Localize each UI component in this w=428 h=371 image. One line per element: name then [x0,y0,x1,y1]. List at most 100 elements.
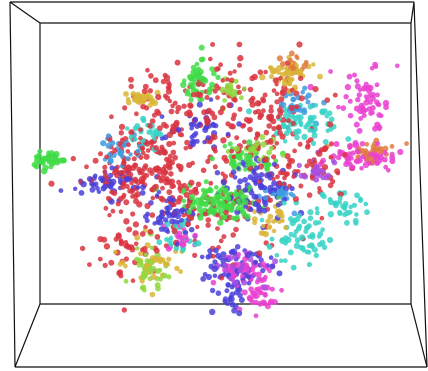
data-point-series-4 [313,103,319,108]
data-point-series-0 [145,67,150,73]
data-point-series-0 [200,167,207,174]
data-point-series-3 [346,73,353,80]
data-point-series-0 [272,77,279,84]
data-point-series-6 [149,245,155,250]
data-point-series-0 [263,129,270,136]
data-point-series-4 [306,261,312,268]
data-point-series-2 [266,161,272,168]
data-point-series-0 [268,114,274,120]
data-point-series-3 [347,143,354,149]
data-point-series-3 [353,159,359,164]
data-point-series-0 [129,180,134,186]
data-point-series-0 [124,184,130,189]
data-point-series-1 [139,190,146,196]
data-point-series-0 [276,180,283,186]
data-point-series-0 [201,109,208,116]
data-point-series-3 [346,151,353,157]
data-point-series-4 [281,200,287,206]
data-point-series-0 [188,215,195,221]
data-point-series-1 [236,166,241,171]
data-point-series-8 [240,262,246,267]
data-point-series-5 [286,81,292,87]
data-point-series-1 [220,179,227,186]
data-point-series-0 [168,171,174,177]
data-point-series-0 [296,169,301,174]
data-point-series-0 [182,182,187,188]
data-point-series-3 [235,261,242,269]
data-point-series-9 [288,50,295,57]
data-point-series-4 [282,139,288,144]
data-point-series-0 [230,115,236,122]
data-point-series-3 [376,112,383,118]
data-point-series-4 [179,221,186,228]
data-point-series-3 [375,141,381,147]
data-point-series-0 [167,153,173,159]
data-point-series-0 [275,174,280,180]
data-point-series-5 [283,225,289,231]
data-point-series-0 [103,243,111,250]
data-point-series-1 [269,263,276,270]
data-point-series-1 [93,181,99,187]
data-point-series-6 [233,78,239,84]
data-point-series-2 [181,78,187,83]
data-point-series-4 [310,140,317,146]
data-point-series-3 [343,94,349,100]
data-point-series-8 [325,172,332,179]
data-point-series-0 [298,183,304,189]
data-point-series-0 [282,181,287,187]
data-point-series-1 [196,101,203,108]
data-point-series-1 [231,307,238,314]
data-point-series-1 [192,116,198,123]
data-point-series-2 [184,91,190,97]
data-point-series-1 [211,265,218,273]
data-point-series-0 [105,195,112,202]
data-point-series-1 [251,170,256,176]
data-point-series-1 [268,255,274,260]
data-point-series-0 [140,150,146,156]
data-point-series-5 [152,99,159,107]
data-point-series-0 [220,78,225,83]
data-point-series-0 [171,183,176,189]
data-point-series-0 [290,120,296,126]
data-point-series-7 [125,156,130,162]
data-point-series-7 [290,96,297,103]
data-point-series-6 [226,89,233,96]
data-point-series-2 [211,70,217,77]
data-point-series-9 [290,65,297,72]
data-point-series-3 [210,279,217,286]
data-point-series-1 [189,125,194,131]
data-point-series-4 [278,258,284,264]
data-point-series-0 [250,95,256,102]
data-point-series-1 [210,121,216,127]
data-point-series-0 [254,100,262,107]
data-point-series-7 [305,92,312,99]
data-point-series-0 [138,155,144,160]
data-point-series-0 [193,186,199,191]
data-point-series-7 [302,85,308,91]
data-point-series-5 [157,258,164,265]
data-point-series-4 [294,237,301,244]
data-point-series-0 [208,180,214,186]
data-point-series-0 [130,194,135,199]
data-point-series-1 [102,183,109,190]
data-point-series-3 [347,112,354,119]
data-point-series-2 [198,44,205,51]
data-point-series-0 [256,250,263,257]
data-point-series-0 [210,253,216,259]
data-point-series-0 [289,87,295,93]
data-point-series-1 [258,172,265,178]
data-point-series-8 [313,176,320,183]
data-point-series-0 [171,227,178,235]
data-point-series-0 [70,155,77,162]
data-point-series-1 [96,189,102,194]
data-point-series-4 [337,195,343,201]
data-point-series-2 [245,161,252,168]
data-point-series-2 [236,198,241,203]
data-point-series-3 [258,290,264,295]
data-point-series-4 [290,264,297,271]
data-point-series-0 [312,86,319,93]
data-point-series-0 [123,256,129,262]
data-point-series-0 [257,69,264,75]
data-point-series-5 [281,80,288,87]
data-point-series-4 [326,236,334,244]
